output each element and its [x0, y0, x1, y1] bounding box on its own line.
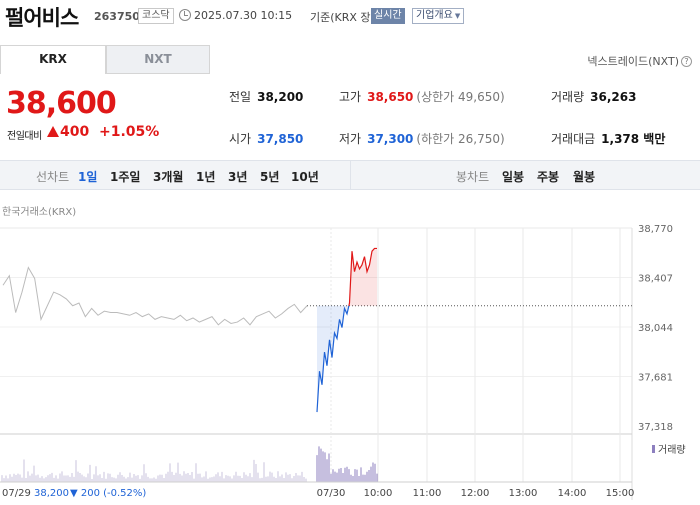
price-chart[interactable]: 38,770 38,407 38,044 37,681 37,318 07/30 10:00…: [0, 220, 700, 505]
stock-name: 펄어비스: [5, 6, 79, 30]
stat-open: 시가 37,850: [229, 130, 303, 147]
current-price: 38,600: [6, 86, 117, 121]
y-tick-label: 38,770: [638, 224, 673, 235]
change-label: 전일대비: [7, 131, 42, 142]
stat-label: 거래량: [551, 90, 585, 104]
nextrade-link[interactable]: 넥스트레이드(NXT)?: [587, 53, 692, 69]
stat-low: 저가 37,300 (하한가 26,750): [339, 130, 505, 147]
period-3y[interactable]: 3년: [228, 170, 248, 184]
realtime-badge[interactable]: 실시간: [371, 8, 405, 24]
x-tick-label: 10:00: [364, 488, 393, 499]
y-tick-label: 37,318: [638, 422, 673, 433]
stock-header: 펄어비스 263750 코스닥 2025.07.30 10:15 기준(KRX …: [0, 0, 700, 33]
change-amount: 400: [60, 124, 90, 140]
y-tick-label: 38,044: [638, 323, 673, 334]
stat-trade-value: 거래대금 1,378 백만: [551, 130, 665, 147]
company-info-label: 기업개요: [416, 10, 453, 21]
period-bar: 선차트 1일 1주일 3개월 1년 3년 5년 10년 봉차트 일봉 주봉 월봉: [0, 160, 700, 190]
tab-nxt[interactable]: NXT: [106, 45, 210, 74]
stat-label: 저가: [339, 132, 362, 146]
period-weekly[interactable]: 주봉: [537, 170, 560, 184]
stat-value: 38,650: [367, 90, 414, 104]
volume-legend-swatch: [652, 445, 655, 453]
period-5y[interactable]: 5년: [260, 170, 280, 184]
change-percent: +1.05%: [99, 124, 160, 140]
stat-label: 시가: [229, 132, 252, 146]
today-line-up: [348, 247, 377, 306]
nextrade-link-label: 넥스트레이드(NXT): [587, 55, 679, 68]
upper-limit: (상한가 49,650): [416, 90, 505, 104]
x-tick-label: 13:00: [509, 488, 538, 499]
up-triangle-icon: [47, 126, 59, 137]
stat-volume: 거래량 36,263: [551, 88, 636, 105]
period-daily[interactable]: 일봉: [502, 170, 525, 184]
stat-label: 고가: [339, 90, 362, 104]
period-monthly[interactable]: 월봉: [573, 170, 596, 184]
clock-icon: [179, 9, 191, 21]
timestamp: 2025.07.30 10:15: [194, 9, 293, 22]
footer-date: 07/29: [2, 488, 31, 499]
period-3m[interactable]: 3개월: [153, 170, 184, 184]
footer-close: 38,200: [34, 488, 69, 499]
stock-code: 263750: [94, 10, 140, 23]
company-info-button[interactable]: 기업개요 ▼: [412, 8, 465, 24]
x-tick-label: 14:00: [558, 488, 587, 499]
divider: [350, 161, 351, 189]
x-tick-label: 07/30: [317, 488, 346, 499]
stat-value: 36,263: [590, 90, 637, 104]
x-tick-label: 12:00: [461, 488, 490, 499]
lower-limit: (하한가 26,750): [416, 132, 505, 146]
period-1w[interactable]: 1주일: [110, 170, 141, 184]
today-line-down: [316, 305, 350, 413]
stat-value: 38,200: [257, 90, 304, 104]
prev-day-line: [2, 266, 308, 326]
caret-down-icon: ▼: [454, 12, 461, 20]
volume-legend-label: 거래량: [658, 444, 686, 456]
period-1d[interactable]: 1일: [78, 170, 98, 184]
stat-value: 37,300: [367, 132, 414, 146]
stat-label: 거래대금: [551, 132, 596, 146]
stat-prev-close: 전일 38,200: [229, 88, 303, 105]
help-icon[interactable]: ?: [681, 56, 692, 67]
chart-source-label: 한국거래소(KRX): [2, 207, 77, 218]
stat-value: 1,378 백만: [601, 132, 666, 146]
stat-label: 전일: [229, 90, 252, 104]
market-badge: 코스닥: [138, 8, 174, 24]
y-tick-label: 37,681: [638, 373, 673, 384]
y-tick-label: 38,407: [638, 274, 673, 285]
x-tick-label: 11:00: [413, 488, 442, 499]
x-tick-label: 15:00: [606, 488, 635, 499]
stat-value: 37,850: [257, 132, 304, 146]
period-10y[interactable]: 10년: [291, 170, 319, 184]
period-1y[interactable]: 1년: [196, 170, 216, 184]
line-chart-label: 선차트: [36, 170, 70, 184]
stat-high: 고가 38,650 (상한가 49,650): [339, 88, 505, 105]
down-area: [317, 305, 349, 413]
candle-chart-label: 봉차트: [456, 170, 490, 184]
footer-change: ▼ 200 (-0.52%): [70, 488, 146, 499]
timestamp-basis: 기준(KRX 장중): [310, 11, 385, 24]
tab-krx[interactable]: KRX: [0, 45, 106, 74]
